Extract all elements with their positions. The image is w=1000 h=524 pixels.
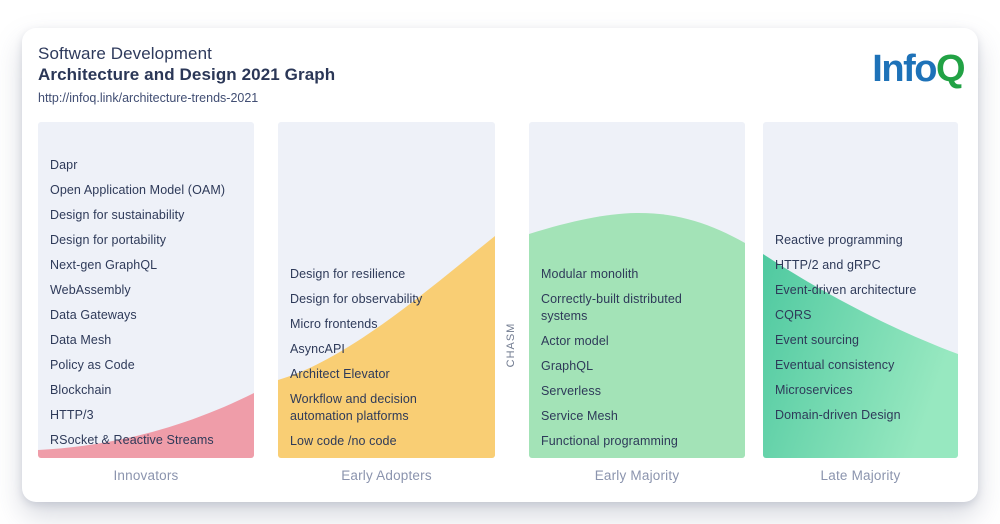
early-majority-curve-svg [529, 213, 745, 458]
trend-item: Modular monolith [541, 267, 639, 281]
trend-item: AsyncAPI [290, 342, 345, 356]
chasm-label: CHASM [505, 322, 517, 368]
early-adopters-item-list: Design for resilience Design for observa… [290, 266, 477, 450]
url-link[interactable]: http://infoq.link/architecture-trends-20… [38, 91, 259, 105]
trend-item: Event-driven architecture [775, 283, 917, 297]
trend-item: Dapr [50, 158, 78, 172]
trend-item: Actor model [541, 334, 609, 348]
infoq-logo[interactable]: InfoQ [872, 48, 966, 91]
trend-item: GraphQL [541, 359, 594, 373]
trend-item: WebAssembly [50, 283, 131, 297]
trend-item: Event sourcing [775, 333, 860, 347]
trend-item: Design for sustainability [50, 208, 185, 222]
trend-item: Design for resilience [290, 267, 406, 281]
trend-item: Next-gen GraphQL [50, 258, 158, 272]
trend-item: RSocket & Reactive Streams [50, 433, 214, 447]
stage-label-innovators: Innovators [113, 468, 179, 483]
late-majority-item-list: Reactive programming HTTP/2 and gRPC Eve… [775, 232, 940, 424]
stage-label-early-adopters: Early Adopters [341, 468, 432, 483]
trend-item: Reactive programming [775, 233, 903, 247]
trend-item: Design for observability [290, 292, 423, 306]
innovators-curve-svg [38, 393, 254, 458]
trend-item: Service Mesh [541, 409, 618, 423]
early-adopters-curve [278, 236, 495, 458]
trend-item: Design for portability [50, 233, 167, 247]
trend-item: Open Application Model (OAM) [50, 183, 226, 197]
trend-item: Policy as Code [50, 358, 135, 372]
early-adopters-curve-svg [278, 236, 495, 458]
adoption-panel-innovators: Dapr Open Application Model (OAM) Design… [38, 122, 254, 458]
trend-item: Workflow and decision automation platfor… [290, 392, 417, 423]
trend-item: CQRS [775, 308, 812, 322]
trend-item: Domain-driven Design [775, 408, 901, 422]
page-title-line1: Software Development [38, 44, 212, 63]
trend-item: Architect Elevator [290, 367, 390, 381]
trend-item: HTTP/2 and gRPC [775, 258, 881, 272]
trend-item: Serverless [541, 384, 602, 398]
early-majority-item-list: Modular monolith Correctly-built distrib… [541, 266, 727, 450]
page-title-line2: Architecture and Design 2021 Graph [38, 65, 336, 84]
stage-label-late-majority: Late Majority [820, 468, 901, 483]
late-majority-curve-svg [763, 254, 958, 458]
trend-item: HTTP/3 [50, 408, 94, 422]
stage-label-early-majority: Early Majority [594, 468, 680, 483]
innovators-item-list: Dapr Open Application Model (OAM) Design… [50, 157, 236, 449]
infographic-card: Software Development Architecture and De… [22, 28, 978, 502]
trend-item: Data Gateways [50, 308, 137, 322]
adoption-panel-early-majority: Modular monolith Correctly-built distrib… [529, 122, 745, 458]
adoption-panel-early-adopters: Design for resilience Design for observa… [278, 122, 495, 458]
late-majority-curve [763, 254, 958, 458]
trend-item: Data Mesh [50, 333, 112, 347]
adoption-panel-late-majority: Reactive programming HTTP/2 and gRPC Eve… [763, 122, 958, 458]
trend-item: Eventual consistency [775, 358, 895, 372]
early-majority-curve [529, 213, 745, 458]
trend-item: Micro frontends [290, 317, 378, 331]
trend-item: Functional programming [541, 434, 678, 448]
trend-item: Low code /no code [290, 434, 397, 448]
trend-item: Microservices [775, 383, 853, 397]
logo-text-q: Q [935, 48, 966, 90]
innovators-curve [38, 393, 254, 458]
trend-item: Blockchain [50, 383, 112, 397]
trend-item: Correctly-built distributed systems [541, 292, 682, 323]
logo-text-info: Info [872, 48, 937, 90]
